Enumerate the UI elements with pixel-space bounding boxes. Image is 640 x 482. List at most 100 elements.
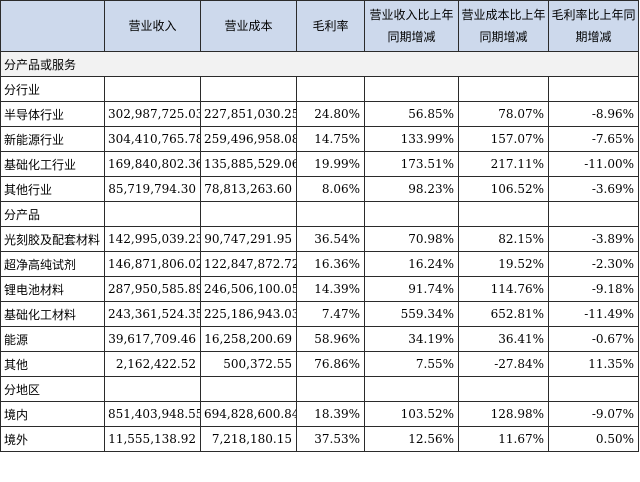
row-label-cell: 境内 xyxy=(0,401,105,427)
value-cell: 7,218,180.15 xyxy=(200,426,297,452)
value-cell: 90,747,291.95 xyxy=(200,226,297,252)
subsection-row: 分产品 xyxy=(0,201,639,227)
value-cell: -3.89% xyxy=(548,226,639,252)
value-cell: 19.52% xyxy=(458,251,549,277)
value-cell: 217.11% xyxy=(458,151,549,177)
value-cell: 146,871,806.02 xyxy=(104,251,201,277)
empty-cell xyxy=(548,376,639,402)
table-body: 分产品或服务 分行业 半导体行业 302,987,725.03 227,851,030.… xyxy=(0,51,639,452)
empty-cell xyxy=(458,376,549,402)
table-row: 锂电池材料 287,950,585.89 246,506,100.05 14.39% 9… xyxy=(0,276,639,302)
value-cell: 287,950,585.89 xyxy=(104,276,201,302)
table-row: 境内 851,403,948.55 694,828,600.84 18.39% 103.… xyxy=(0,401,639,427)
value-cell: 122,847,872.72 xyxy=(200,251,297,277)
column-header: 毛利率比上年同期增减 xyxy=(548,0,639,52)
value-cell: 851,403,948.55 xyxy=(104,401,201,427)
empty-cell xyxy=(364,201,459,227)
value-cell: 8.06% xyxy=(296,176,365,202)
value-cell: -8.96% xyxy=(548,101,639,127)
value-cell: -11.00% xyxy=(548,151,639,177)
empty-cell xyxy=(364,76,459,102)
value-cell: 36.41% xyxy=(458,326,549,352)
empty-cell xyxy=(296,76,365,102)
value-cell: 227,851,030.25 xyxy=(200,101,297,127)
value-cell: 70.98% xyxy=(364,226,459,252)
empty-cell xyxy=(104,201,201,227)
column-header: 营业收入 xyxy=(104,0,201,52)
value-cell: 14.39% xyxy=(296,276,365,302)
row-label-cell: 锂电池材料 xyxy=(0,276,105,302)
value-cell: 246,506,100.05 xyxy=(200,276,297,302)
value-cell: -0.67% xyxy=(548,326,639,352)
value-cell: 98.23% xyxy=(364,176,459,202)
value-cell: 37.53% xyxy=(296,426,365,452)
row-label-cell: 其他行业 xyxy=(0,176,105,202)
table-row: 其他行业 85,719,794.30 78,813,263.60 8.06% 98.23… xyxy=(0,176,639,202)
value-cell: 694,828,600.84 xyxy=(200,401,297,427)
value-cell: 243,361,524.35 xyxy=(104,301,201,327)
empty-cell xyxy=(200,76,297,102)
empty-cell xyxy=(364,376,459,402)
value-cell: 12.56% xyxy=(364,426,459,452)
value-cell: -27.84% xyxy=(458,351,549,377)
row-label-cell: 基础化工材料 xyxy=(0,301,105,327)
subsection-label: 分行业 xyxy=(0,76,105,102)
table-row: 半导体行业 302,987,725.03 227,851,030.25 24.80% 5… xyxy=(0,101,639,127)
value-cell: 0.50% xyxy=(548,426,639,452)
value-cell: 135,885,529.06 xyxy=(200,151,297,177)
value-cell: 106.52% xyxy=(458,176,549,202)
row-label-cell: 半导体行业 xyxy=(0,101,105,127)
column-header: 营业收入比上年同期增减 xyxy=(364,0,459,52)
value-cell: 36.54% xyxy=(296,226,365,252)
value-cell: 7.55% xyxy=(364,351,459,377)
table-row: 新能源行业 304,410,765.78 259,496,958.08 14.75% 1… xyxy=(0,126,639,152)
value-cell: 24.80% xyxy=(296,101,365,127)
value-cell: -2.30% xyxy=(548,251,639,277)
value-cell: 85,719,794.30 xyxy=(104,176,201,202)
subsection-row: 分地区 xyxy=(0,376,639,402)
financial-table-container: 营业收入 营业成本 毛利率 营业收入比上年同期增减 营业成本比上年同期增减 毛利率比上年同… xyxy=(0,0,639,452)
row-label-cell: 超净高纯试剂 xyxy=(0,251,105,277)
value-cell: 652.81% xyxy=(458,301,549,327)
empty-cell xyxy=(104,376,201,402)
value-cell: 91.74% xyxy=(364,276,459,302)
value-cell: 78,813,263.60 xyxy=(200,176,297,202)
subsection-label: 分地区 xyxy=(0,376,105,402)
value-cell: 39,617,709.46 xyxy=(104,326,201,352)
value-cell: 7.47% xyxy=(296,301,365,327)
empty-cell xyxy=(296,376,365,402)
table-row: 基础化工材料 243,361,524.35 225,186,943.03 7.47% 5… xyxy=(0,301,639,327)
table-row: 基础化工行业 169,840,802.36 135,885,529.06 19.99%… xyxy=(0,151,639,177)
value-cell: 259,496,958.08 xyxy=(200,126,297,152)
row-label-cell: 基础化工行业 xyxy=(0,151,105,177)
value-cell: -3.69% xyxy=(548,176,639,202)
value-cell: 56.85% xyxy=(364,101,459,127)
empty-cell xyxy=(200,201,297,227)
value-cell: 225,186,943.03 xyxy=(200,301,297,327)
value-cell: 133.99% xyxy=(364,126,459,152)
empty-cell xyxy=(458,76,549,102)
value-cell: 34.19% xyxy=(364,326,459,352)
empty-cell xyxy=(458,201,549,227)
value-cell: 16.24% xyxy=(364,251,459,277)
table-header: 营业收入 营业成本 毛利率 营业收入比上年同期增减 营业成本比上年同期增减 毛利率比上年同… xyxy=(0,0,639,52)
value-cell: 16,258,200.69 xyxy=(200,326,297,352)
value-cell: 82.15% xyxy=(458,226,549,252)
value-cell: 16.36% xyxy=(296,251,365,277)
value-cell: 142,995,039.23 xyxy=(104,226,201,252)
value-cell: 114.76% xyxy=(458,276,549,302)
table-row: 光刻胶及配套材料 142,995,039.23 90,747,291.95 36.54… xyxy=(0,226,639,252)
value-cell: 11,555,138.92 xyxy=(104,426,201,452)
value-cell: -11.49% xyxy=(548,301,639,327)
subsection-label: 分产品 xyxy=(0,201,105,227)
empty-cell xyxy=(548,76,639,102)
value-cell: 500,372.55 xyxy=(200,351,297,377)
value-cell: 128.98% xyxy=(458,401,549,427)
value-cell: 11.35% xyxy=(548,351,639,377)
section-row: 分产品或服务 xyxy=(0,51,639,77)
value-cell: 76.86% xyxy=(296,351,365,377)
column-header: 毛利率 xyxy=(296,0,365,52)
row-label-cell: 新能源行业 xyxy=(0,126,105,152)
row-label-cell: 能源 xyxy=(0,326,105,352)
value-cell: 304,410,765.78 xyxy=(104,126,201,152)
